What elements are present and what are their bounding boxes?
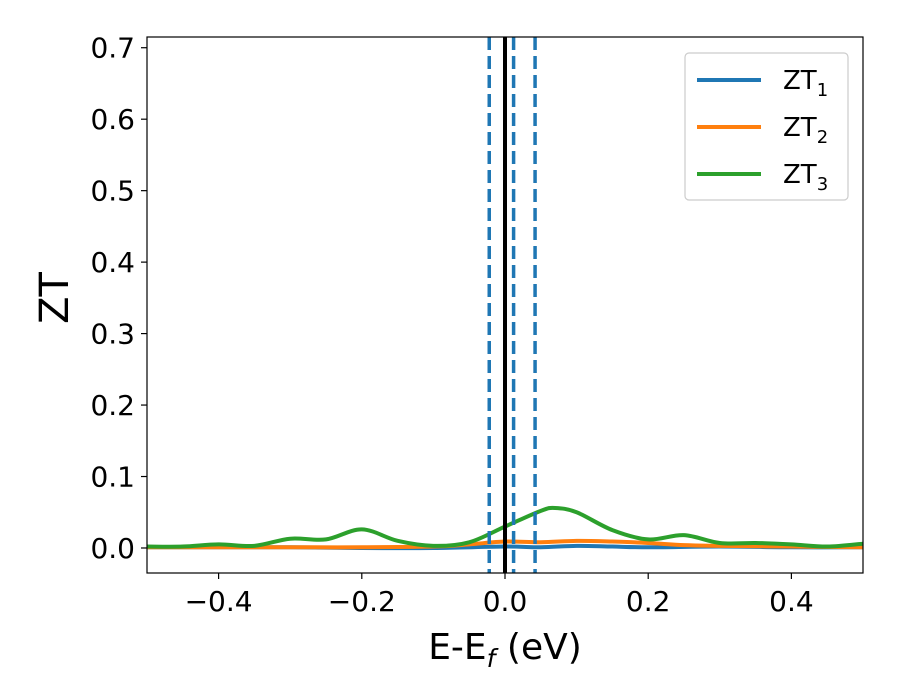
y-tick-label: 0.2	[90, 389, 135, 422]
series-line-zt3	[147, 505, 863, 549]
y-tick-label: 0.7	[90, 32, 135, 65]
plot-area	[147, 37, 863, 573]
x-axis-label-main: E-E	[428, 627, 486, 668]
x-tick-label: −0.2	[328, 585, 396, 618]
x-axis-label-unit: (eV)	[495, 627, 581, 668]
legend-label-zt3: ZT3	[783, 160, 828, 195]
x-axis-label: E-Ef (eV)	[428, 627, 582, 673]
y-tick-label: 0.4	[90, 246, 135, 279]
y-tick-label: 0.5	[90, 175, 135, 208]
axes: −0.4 −0.2 0.0 0.2 0.4 0.0 0.1 0.2 0.3 0.4 0.5 0.6 0.…	[90, 32, 864, 618]
legend-label-zt1: ZT1	[783, 66, 828, 101]
y-tick-label: 0.6	[90, 103, 135, 136]
plot-clip-group	[147, 37, 863, 573]
y-tick-label: 0.3	[90, 318, 135, 351]
series-line-zt2	[147, 538, 863, 550]
legend-label-zt2: ZT2	[783, 113, 828, 148]
y-axis-label: ZT	[32, 272, 78, 324]
x-tick-label: −0.4	[185, 585, 253, 618]
legend: ZT1 ZT2 ZT3	[684, 52, 849, 201]
x-tick-label: 0.0	[483, 585, 528, 618]
x-tick-label: 0.2	[626, 585, 671, 618]
legend-box	[684, 52, 849, 201]
x-tick-label: 0.4	[769, 585, 814, 618]
y-tick-label: 0.0	[90, 532, 135, 565]
y-tick-label: 0.1	[90, 461, 135, 494]
